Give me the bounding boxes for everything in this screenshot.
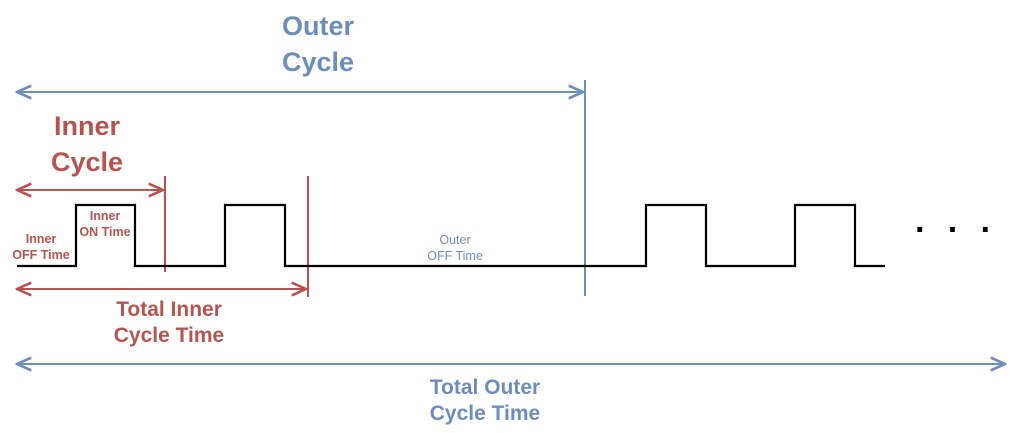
total-inner-cycle-time-label-line2: Cycle Time [113,324,225,347]
total-outer-cycle-time-label-line2: Cycle Time [429,402,541,425]
total-inner-cycle-time-label-line1: Total Inner [116,298,222,321]
inner-on-time-label: Inner ON Time [72,208,138,240]
outer-off-time-label-line2: OFF Time [427,249,483,263]
total-inner-cycle-time-label: Total Inner Cycle Time [94,297,244,349]
outer-off-time-label: Outer OFF Time [415,232,495,264]
total-outer-cycle-time-label: Total Outer Cycle Time [405,375,565,427]
inner-off-time-label-line1: Inner [25,232,57,246]
inner-cycle-label-line2: Cycle [50,147,124,177]
continuation-ellipsis: · · · [915,211,998,249]
total-outer-cycle-time-label-line1: Total Outer [429,376,541,399]
inner-off-time-label-line2: OFF Time [12,248,70,262]
outer-cycle-label-line1: Outer [281,11,354,41]
inner-off-time-label: Inner OFF Time [6,231,76,263]
inner-on-time-label-line1: Inner [89,209,121,223]
inner-cycle-label: Inner Cycle [27,108,147,180]
inner-on-time-label-line2: ON Time [79,225,131,239]
outer-off-time-label-line1: Outer [439,233,471,247]
outer-cycle-label-line2: Cycle [281,47,355,77]
outer-cycle-label: Outer Cycle [258,8,378,80]
inner-cycle-label-line1: Inner [53,111,120,141]
pulse-waveform [17,203,885,268]
